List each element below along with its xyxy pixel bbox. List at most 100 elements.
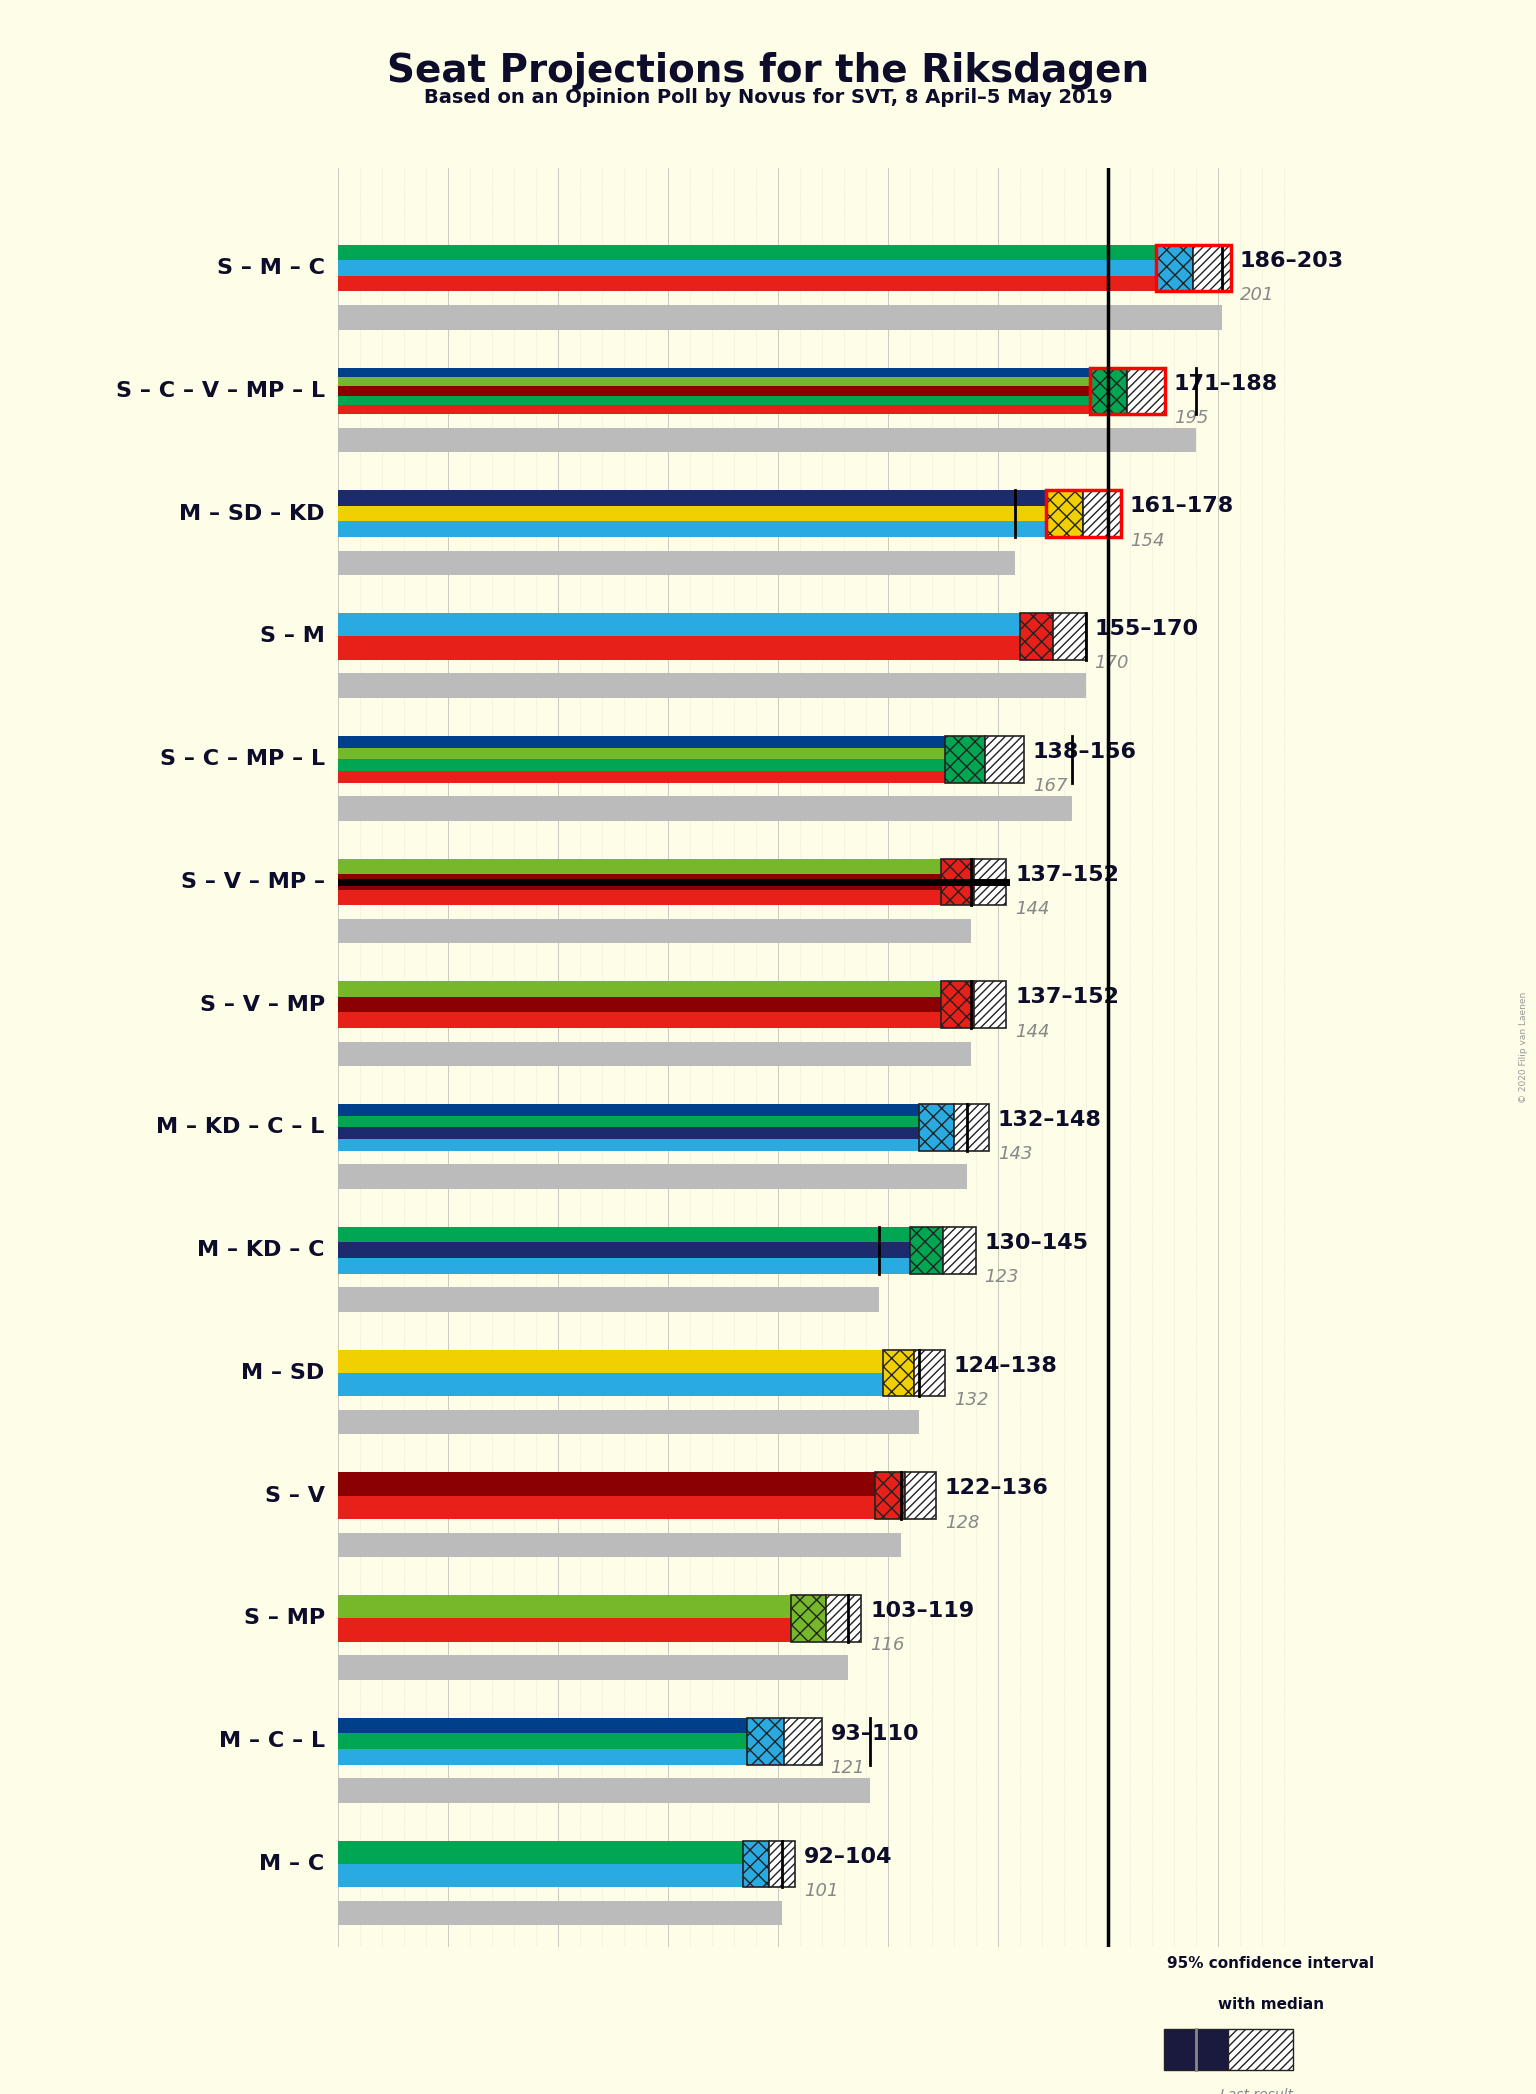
Text: 144: 144	[1015, 1022, 1049, 1041]
Bar	[338, 982, 940, 997]
Text: 154: 154	[1129, 532, 1164, 551]
Bar	[338, 1901, 782, 1924]
Bar	[974, 859, 1006, 905]
Bar	[770, 1841, 796, 1887]
Text: 171–188: 171–188	[1174, 373, 1278, 394]
Bar	[338, 1778, 869, 1803]
Bar	[1052, 614, 1086, 660]
Bar	[338, 490, 1046, 507]
Text: 186–203: 186–203	[1240, 251, 1344, 270]
Bar	[791, 1596, 826, 1642]
Text: Based on an Opinion Poll by Novus for SVT, 8 April–5 May 2019: Based on an Opinion Poll by Novus for SV…	[424, 88, 1112, 107]
Bar	[338, 1104, 919, 1116]
Text: M – C: M – C	[260, 1853, 324, 1874]
Bar	[338, 245, 1157, 260]
Text: M – SD: M – SD	[241, 1363, 324, 1382]
Bar	[338, 1139, 919, 1152]
Bar	[338, 796, 1072, 821]
Bar	[338, 1041, 971, 1066]
Bar	[883, 1351, 914, 1397]
Text: M – C – L: M – C – L	[218, 1732, 324, 1751]
Bar	[1083, 490, 1121, 536]
Text: S – V – MP –: S – V – MP –	[181, 871, 324, 892]
Bar	[1091, 369, 1164, 415]
Text: with median: with median	[1218, 1998, 1324, 2012]
Bar	[1157, 245, 1193, 291]
Text: M – KD – C: M – KD – C	[197, 1240, 324, 1261]
Bar	[338, 377, 1091, 385]
Bar	[1164, 2029, 1227, 2069]
Bar	[338, 1351, 883, 1374]
Text: 124–138: 124–138	[954, 1355, 1058, 1376]
Bar	[338, 369, 1091, 377]
Bar	[338, 859, 940, 873]
Text: 195: 195	[1174, 408, 1209, 427]
Text: S – V – MP: S – V – MP	[200, 995, 324, 1016]
Bar	[974, 982, 1006, 1028]
Bar	[338, 1748, 746, 1765]
Bar	[338, 1717, 746, 1734]
Text: S – M – C: S – M – C	[217, 258, 324, 279]
Bar	[785, 1717, 822, 1765]
Text: 170: 170	[1095, 655, 1129, 672]
Bar	[338, 890, 940, 905]
Bar	[338, 1841, 742, 1864]
Bar	[338, 1242, 909, 1258]
Text: S – M: S – M	[260, 626, 324, 647]
Text: 101: 101	[805, 1883, 839, 1899]
Bar	[940, 859, 974, 905]
Text: M – KD – C – L: M – KD – C – L	[157, 1118, 324, 1137]
Text: 93–110: 93–110	[831, 1723, 919, 1744]
Bar	[338, 614, 1020, 637]
Bar	[338, 1227, 909, 1242]
Bar	[1020, 614, 1052, 660]
Text: 132: 132	[954, 1390, 988, 1409]
Text: 161–178: 161–178	[1129, 496, 1233, 517]
Bar	[985, 735, 1025, 783]
Bar	[742, 1841, 770, 1887]
Bar	[338, 1495, 874, 1518]
Bar	[338, 1164, 966, 1189]
Bar	[338, 306, 1223, 329]
Bar	[338, 507, 1046, 521]
Bar	[909, 1227, 943, 1273]
Bar	[746, 1717, 785, 1765]
Bar	[338, 637, 1020, 660]
Bar	[338, 551, 1015, 576]
Bar	[338, 1533, 902, 1558]
Text: 103–119: 103–119	[869, 1602, 974, 1621]
Bar	[338, 1013, 940, 1028]
Bar	[338, 919, 971, 942]
Bar	[1193, 245, 1230, 291]
Text: S – V: S – V	[264, 1487, 324, 1506]
Text: 122–136: 122–136	[945, 1478, 1049, 1499]
Bar	[338, 1864, 742, 1887]
Text: 121: 121	[831, 1759, 865, 1778]
Bar	[338, 404, 1091, 415]
Text: M – SD – KD: M – SD – KD	[180, 505, 324, 524]
Text: 95% confidence interval: 95% confidence interval	[1167, 1956, 1375, 1970]
Bar	[338, 674, 1086, 697]
Text: S – C – V – MP – L: S – C – V – MP – L	[115, 381, 324, 400]
Bar	[338, 771, 945, 783]
Bar	[338, 1116, 919, 1127]
Text: 143: 143	[998, 1145, 1032, 1164]
Bar	[338, 260, 1157, 276]
Bar	[1157, 245, 1230, 291]
Bar	[338, 427, 1195, 452]
Bar	[943, 1227, 975, 1273]
Bar	[1046, 490, 1121, 536]
Bar	[338, 748, 945, 760]
Text: 144: 144	[1015, 900, 1049, 917]
Text: 132–148: 132–148	[998, 1110, 1101, 1131]
Text: 155–170: 155–170	[1095, 620, 1198, 639]
Bar	[826, 1596, 862, 1642]
Bar	[940, 982, 974, 1028]
Bar	[338, 1409, 919, 1434]
Text: 137–152: 137–152	[1015, 865, 1120, 884]
Text: 137–152: 137–152	[1015, 988, 1120, 1007]
Text: © 2020 Filip van Laenen: © 2020 Filip van Laenen	[1519, 990, 1528, 1104]
Bar	[1127, 369, 1164, 415]
Bar	[338, 997, 940, 1013]
Bar	[338, 396, 1091, 404]
